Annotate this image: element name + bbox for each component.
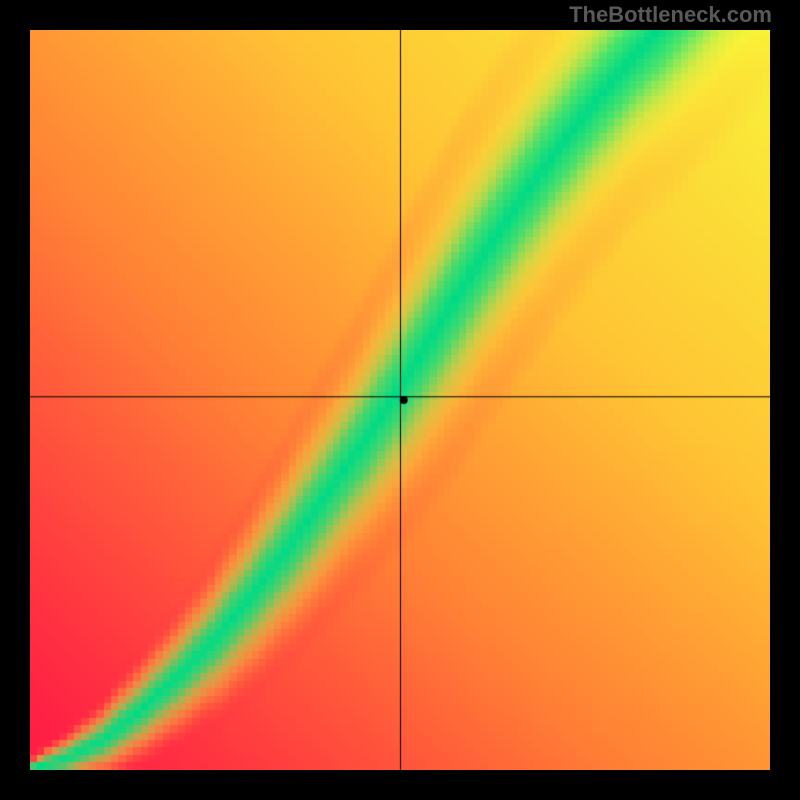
bottleneck-heatmap [30, 30, 770, 770]
chart-frame: TheBottleneck.com [0, 0, 800, 800]
watermark-text: TheBottleneck.com [569, 2, 772, 28]
plot-area [30, 30, 770, 770]
